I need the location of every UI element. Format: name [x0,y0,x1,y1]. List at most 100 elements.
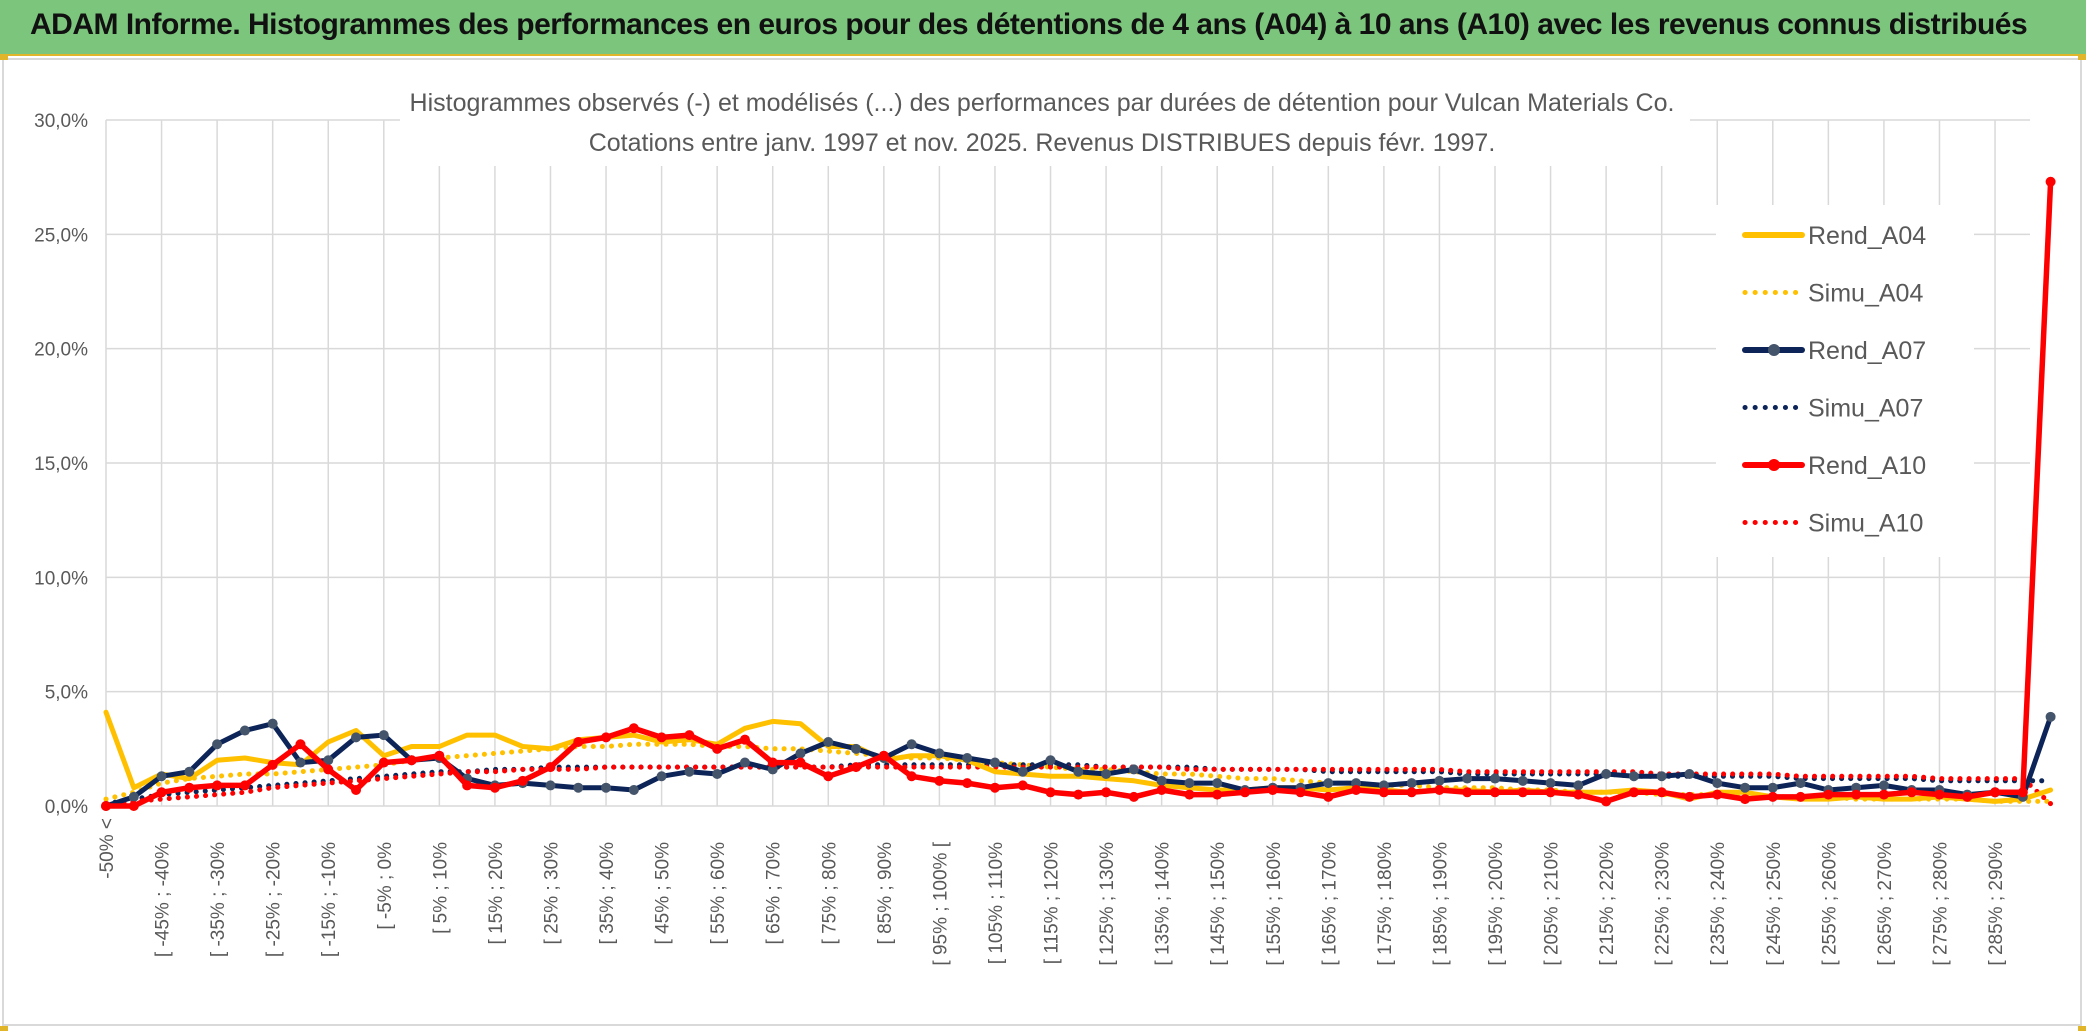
x-tick-label: [ 155% ; 160% [1264,842,1285,966]
data-point [1212,778,1223,789]
data-point [573,782,584,793]
data-point [684,766,695,777]
data-point [295,757,306,768]
data-point [462,780,473,791]
data-point [1073,789,1084,800]
data-point [739,734,750,745]
x-tick-label: [ 95% ; 100% [ [930,841,951,965]
y-tick-label: 5,0% [45,683,88,704]
data-point [906,771,917,782]
data-point [1962,791,1973,802]
legend-label: Simu_A07 [1808,395,1923,423]
data-point [684,730,695,741]
x-tick-label: [ -45% ; -40% [153,842,174,957]
data-point [1878,789,1889,800]
data-point [1128,764,1139,775]
x-tick-label: [ 215% ; 220% [1597,842,1618,966]
data-point [573,736,584,747]
data-point [1378,780,1389,791]
data-point [1156,784,1167,795]
data-point [1323,791,1334,802]
data-point [1017,780,1028,791]
data-point [351,732,362,743]
x-tick-label: [ 285% ; 290% [1986,842,2007,966]
data-series [101,176,2056,811]
legend-label: Rend_A07 [1808,337,1926,365]
x-tick-label: [ 55% ; 60% [708,842,729,945]
data-point [295,739,306,750]
data-point [1851,789,1862,800]
y-axis-ticks: 0,0% 5,0% 10,0% 15,0% 20,0% 25,0% 30,0% [34,111,88,818]
data-point [1851,782,1862,793]
data-point [1156,775,1167,786]
data-point [906,739,917,750]
data-point [1545,778,1556,789]
data-point [628,723,639,734]
data-point [323,755,334,766]
data-point [1573,789,1584,800]
data-point [378,730,389,741]
x-tick-label: [ 105% ; 110% [986,842,1007,964]
data-point [1351,778,1362,789]
y-tick-label: 20,0% [34,340,88,361]
data-point [823,771,834,782]
legend-label: Simu_A04 [1808,280,1923,308]
data-point [1101,787,1112,798]
data-point [1628,771,1639,782]
data-point [656,771,667,782]
data-point [767,757,778,768]
data-point [1712,789,1723,800]
y-tick-label: 0,0% [45,797,88,818]
data-point [184,766,195,777]
frame-corner [2078,55,2086,60]
data-point [517,775,528,786]
data-point [934,775,945,786]
x-tick-label: [ -25% ; -20% [264,842,285,957]
data-point [1434,775,1445,786]
data-point [1462,787,1473,798]
data-point [1490,773,1500,784]
x-axis-ticks: -50% < [ -45% ; -40% [ -35% ; -30% [ -25% ;… [97,818,2007,966]
data-point [989,782,1000,793]
data-point [878,750,889,761]
data-point [101,801,111,811]
data-point [739,757,750,768]
x-tick-label: [ 135% ; 140% [1153,842,1174,966]
legend-label: Simu_A10 [1808,510,1923,538]
y-tick-label: 10,0% [34,568,88,589]
data-point [489,782,500,793]
data-point [378,757,389,768]
data-point [1628,787,1639,798]
x-tick-label: [ 45% ; 50% [653,842,674,945]
data-point [184,782,195,793]
x-tick-label: [ 145% ; 150% [1208,842,1229,966]
x-tick-label: [ 25% ; 30% [541,842,562,945]
data-point [767,764,778,775]
x-tick-label: [ 165% ; 170% [1319,842,1340,966]
data-point [1795,778,1806,789]
x-tick-label: [ 115% ; 120% [1042,842,1063,964]
data-point [1101,768,1112,779]
x-tick-label: [ -35% ; -30% [208,842,229,957]
x-tick-label: [ 225% ; 230% [1653,842,1674,966]
chart-frame [2,58,2082,1026]
data-point [1517,787,1528,798]
x-tick-label: [ 85% ; 90% [875,842,896,945]
chart-title: Histogrammes observés (-) et modélisés (… [410,89,1675,117]
data-point [1073,766,1084,777]
data-point [1184,789,1195,800]
data-point [962,752,973,763]
data-point [1045,787,1056,798]
data-point [1767,791,1778,802]
data-point [712,768,723,779]
data-point [1406,778,1417,789]
legend-backdrop [1716,205,1974,557]
data-point [267,759,278,770]
x-tick-label: [ 185% ; 190% [1430,842,1451,966]
y-tick-label: 15,0% [34,454,88,475]
x-tick-label: -50% < [97,818,118,879]
data-point [934,748,945,759]
data-point [1295,787,1306,798]
data-point [128,791,139,802]
data-point [1684,791,1695,802]
